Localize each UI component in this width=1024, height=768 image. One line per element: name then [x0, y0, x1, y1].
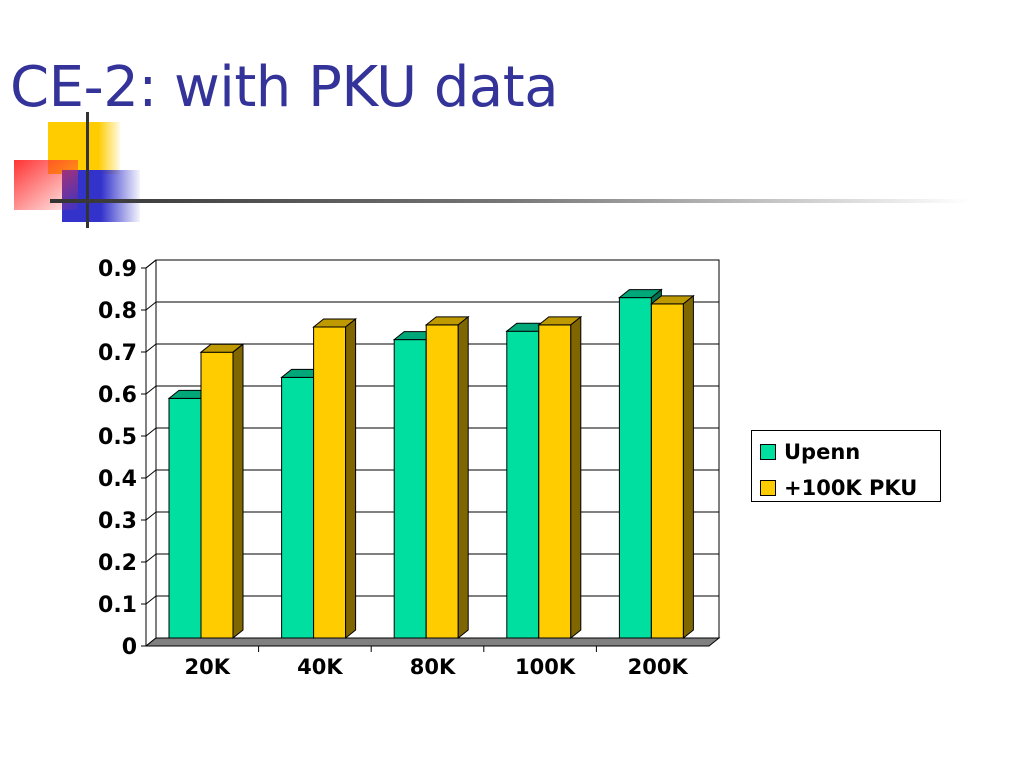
gridline-side: [145, 469, 157, 479]
bar-pku-200K: [649, 294, 695, 640]
y-tick-label: 0.8: [98, 299, 137, 324]
bar-front: [281, 376, 315, 639]
bar-side: [570, 315, 582, 640]
bar-front: [650, 303, 684, 639]
y-tick-label: 0.2: [98, 551, 137, 576]
bar-front: [425, 324, 459, 639]
gridline-side: [145, 595, 157, 605]
bar-front: [538, 324, 572, 639]
bar-chart: 0 0.1 0.2 0.3 0.4 0.5 0.6 0.7 0.8 0.9 20K 40K 80K 10…: [98, 257, 721, 679]
bar-side: [345, 317, 357, 640]
x-category-label: 80K: [410, 655, 456, 679]
y-axis-tick-labels: 0 0.1 0.2 0.3 0.4 0.5 0.6 0.7 0.8 0.9: [98, 257, 137, 660]
legend-item-pku: +100K PKU: [760, 473, 917, 503]
bar-side: [457, 315, 469, 640]
gridline-side: [145, 343, 157, 353]
x-category-label: 100K: [515, 655, 576, 679]
bar-front: [200, 351, 234, 639]
x-category-label: 40K: [297, 655, 343, 679]
title-decoration: [14, 112, 970, 228]
bar-pku-100K: [537, 315, 583, 640]
gridline-side: [145, 301, 157, 311]
legend-item-upenn: Upenn: [760, 437, 860, 467]
legend-swatch-upenn: [760, 444, 776, 460]
bar-front: [393, 339, 427, 639]
chart-side-wall-edge: [145, 259, 157, 646]
deco-horizontal-line: [50, 199, 970, 203]
bar-side: [232, 343, 244, 640]
gridline-side: [145, 259, 157, 269]
y-tick-label: 0.7: [98, 341, 137, 366]
bar-pku-40K: [312, 317, 358, 640]
gridline-side: [145, 553, 157, 563]
bar-front: [168, 397, 202, 639]
gridline-side: [145, 511, 157, 521]
y-tick-label: 0: [122, 635, 137, 660]
y-tick-label: 0.3: [98, 509, 137, 534]
bar-pku-80K: [424, 315, 470, 640]
gridline-side: [145, 385, 157, 395]
y-tick-label: 0.6: [98, 383, 137, 408]
legend-label-pku: +100K PKU: [784, 476, 918, 500]
gridline-side: [145, 427, 157, 437]
slide-title: CE-2: with PKU data: [10, 55, 559, 120]
y-tick-label: 0.1: [98, 593, 137, 618]
bar-pku-20K: [199, 343, 245, 640]
bar-front: [506, 330, 540, 639]
deco-vertical-line: [86, 112, 89, 228]
chart-legend: Upenn +100K PKU: [751, 430, 941, 502]
y-tick-label: 0.5: [98, 425, 137, 450]
chart-floor: [144, 637, 721, 647]
legend-swatch-pku: [760, 480, 776, 496]
legend-label-upenn: Upenn: [784, 440, 861, 464]
bar-front: [618, 297, 652, 639]
x-axis-category-labels: 20K 40K 80K 100K 200K: [185, 655, 689, 679]
x-category-label: 20K: [185, 655, 231, 679]
bar-front: [313, 326, 347, 639]
y-tick-label: 0.9: [98, 257, 137, 282]
x-category-label: 200K: [628, 655, 689, 679]
y-tick-label: 0.4: [98, 467, 137, 492]
chart-bars: [167, 288, 695, 640]
bar-side: [682, 294, 694, 640]
